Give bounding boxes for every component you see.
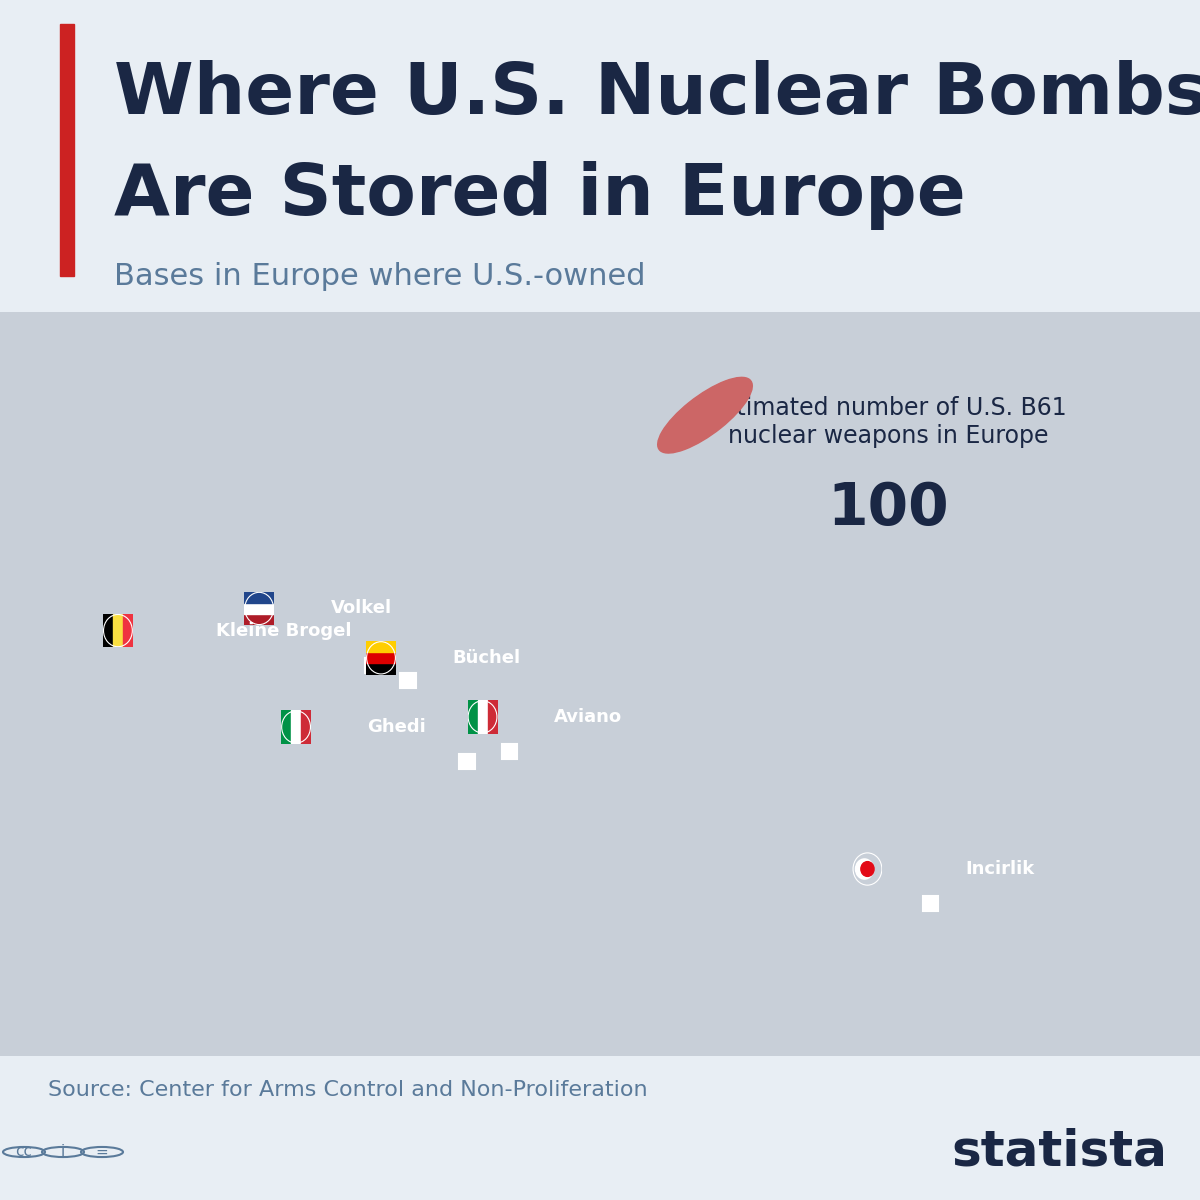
Bar bbox=[113, 613, 122, 647]
Bar bbox=[468, 700, 478, 733]
Bar bbox=[923, 896, 938, 912]
Text: Where U.S. Nuclear Bombs: Where U.S. Nuclear Bombs bbox=[114, 60, 1200, 130]
Text: =: = bbox=[96, 1145, 108, 1159]
Text: Incirlik: Incirlik bbox=[965, 860, 1034, 878]
Circle shape bbox=[856, 859, 874, 880]
Bar bbox=[366, 664, 396, 674]
Text: statista: statista bbox=[952, 1128, 1166, 1176]
Bar bbox=[487, 700, 498, 733]
Bar bbox=[301, 710, 311, 744]
Bar bbox=[366, 641, 396, 653]
Bar bbox=[401, 673, 415, 689]
Bar bbox=[374, 648, 390, 662]
Text: Ghedi: Ghedi bbox=[367, 718, 426, 736]
Bar bbox=[244, 602, 274, 614]
Bar bbox=[365, 658, 380, 673]
Bar bbox=[244, 614, 274, 625]
Text: Kleine Brogel: Kleine Brogel bbox=[216, 622, 352, 640]
Bar bbox=[103, 613, 113, 647]
Text: Büchel: Büchel bbox=[452, 649, 521, 667]
Circle shape bbox=[860, 862, 874, 876]
Bar bbox=[366, 653, 396, 664]
Bar bbox=[60, 24, 74, 276]
Text: 100: 100 bbox=[827, 480, 949, 538]
Bar bbox=[478, 700, 487, 733]
Bar bbox=[281, 710, 292, 744]
Text: B61 nuclear gravity bombs are stored: B61 nuclear gravity bombs are stored bbox=[114, 316, 692, 344]
Bar bbox=[292, 710, 301, 744]
Text: cc: cc bbox=[16, 1145, 32, 1159]
Text: Bases in Europe where U.S.-owned: Bases in Europe where U.S.-owned bbox=[114, 262, 646, 292]
Text: Estimated number of U.S. B61
nuclear weapons in Europe: Estimated number of U.S. B61 nuclear wea… bbox=[709, 396, 1067, 448]
Bar bbox=[244, 592, 274, 602]
Text: Are Stored in Europe: Are Stored in Europe bbox=[114, 161, 966, 230]
Text: i: i bbox=[61, 1145, 65, 1159]
Bar bbox=[122, 613, 133, 647]
Ellipse shape bbox=[658, 377, 752, 454]
Text: Volkel: Volkel bbox=[330, 600, 391, 618]
Text: Source: Center for Arms Control and Non-Proliferation: Source: Center for Arms Control and Non-… bbox=[48, 1080, 648, 1100]
Bar bbox=[460, 754, 475, 769]
Bar bbox=[502, 744, 517, 760]
Text: Aviano: Aviano bbox=[554, 708, 622, 726]
